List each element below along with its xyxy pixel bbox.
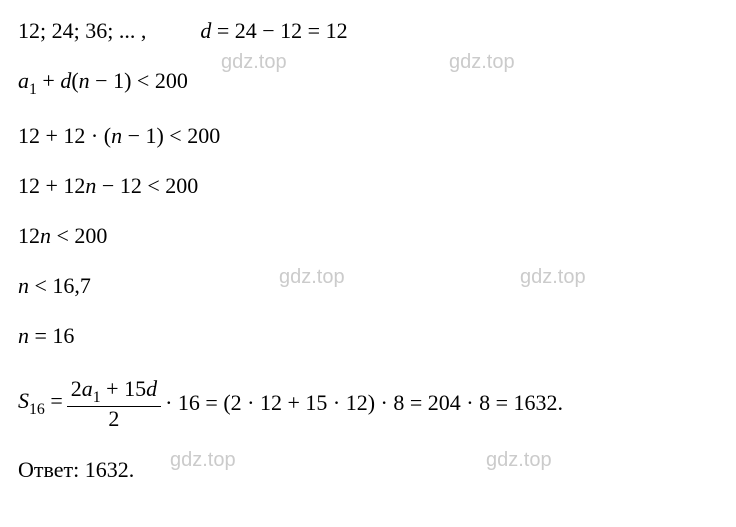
inequality-a1: a1 + d(n − 1) < 200 bbox=[18, 70, 188, 97]
inequality-expanded-2: 12 + 12n − 12 < 200 bbox=[18, 175, 198, 197]
math-content: 12; 24; 36; ... , d = 24 − 12 = 12 a1 + … bbox=[18, 20, 718, 481]
d-expression: d = 24 − 12 = 12 bbox=[200, 20, 347, 42]
math-line: 12 + 12 · (n − 1) < 200 bbox=[18, 125, 718, 147]
answer-text: Ответ: 1632. bbox=[18, 459, 134, 481]
math-line: n = 16 bbox=[18, 325, 718, 347]
sum-lhs: S16 = bbox=[18, 390, 63, 417]
math-line: a1 + d(n − 1) < 200 bbox=[18, 70, 718, 97]
n-bound: n < 16,7 bbox=[18, 275, 91, 297]
math-line: 12; 24; 36; ... , d = 24 − 12 = 12 bbox=[18, 20, 718, 42]
answer-line: Ответ: 1632. bbox=[18, 459, 718, 481]
math-line: S16 = 2a1 + 15d 2 · 16 = (2 · 12 + 15 · … bbox=[18, 375, 718, 431]
math-line: 12n < 200 bbox=[18, 225, 718, 247]
n-value: n = 16 bbox=[18, 325, 74, 347]
sequence-text: 12; 24; 36; ... , bbox=[18, 20, 146, 42]
inequality-simplified: 12n < 200 bbox=[18, 225, 107, 247]
math-line: n < 16,7 bbox=[18, 275, 718, 297]
fraction-numerator: 2a1 + 15d bbox=[67, 377, 161, 406]
inequality-expanded-1: 12 + 12 · (n − 1) < 200 bbox=[18, 125, 220, 147]
fraction-denominator: 2 bbox=[104, 407, 123, 430]
fraction: 2a1 + 15d 2 bbox=[67, 377, 161, 430]
sum-rhs: · 16 = (2 · 12 + 15 · 12) · 8 = 204 · 8 … bbox=[165, 392, 563, 414]
math-line: 12 + 12n − 12 < 200 bbox=[18, 175, 718, 197]
